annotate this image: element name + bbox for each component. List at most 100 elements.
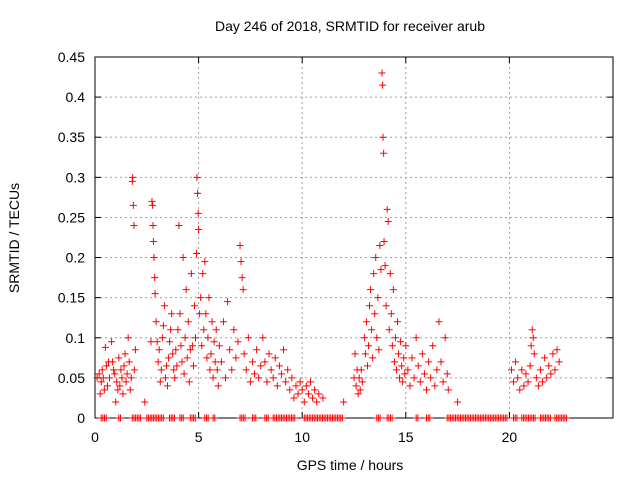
data-point (98, 366, 106, 374)
data-point (164, 382, 172, 390)
data-point (129, 201, 137, 209)
data-point (280, 346, 288, 354)
x-axis-label: GPS time / hours (297, 457, 404, 473)
data-point (237, 258, 245, 266)
data-point (263, 378, 271, 386)
data-point (553, 346, 561, 354)
data-point (518, 366, 526, 374)
data-point (158, 334, 166, 342)
data-point (390, 358, 398, 366)
data-point (512, 358, 520, 366)
data-point (354, 390, 362, 398)
data-point (356, 386, 364, 394)
data-point (269, 374, 277, 382)
data-point (106, 374, 114, 382)
data-point (155, 346, 163, 354)
data-point (124, 334, 132, 342)
data-point (240, 350, 248, 358)
data-point (228, 366, 236, 374)
data-point (437, 358, 445, 366)
data-point (100, 386, 108, 394)
data-point (454, 398, 462, 406)
y-tick-label: 0.3 (66, 169, 86, 185)
data-point (232, 354, 240, 362)
data-point (169, 350, 177, 358)
data-point (208, 318, 216, 326)
data-point (150, 254, 158, 262)
data-point (212, 326, 220, 334)
data-point (547, 370, 555, 378)
data-point (444, 386, 452, 394)
data-point (193, 173, 201, 181)
data-point (172, 346, 180, 354)
data-point (156, 378, 164, 386)
data-point (408, 354, 416, 362)
data-point (103, 382, 111, 390)
data-point (116, 414, 124, 422)
data-point (412, 334, 420, 342)
data-point (236, 242, 244, 250)
data-point (298, 386, 306, 394)
data-point (159, 414, 167, 422)
data-point (167, 326, 175, 334)
data-point (520, 382, 528, 390)
data-point (102, 414, 110, 422)
data-point (377, 266, 385, 274)
data-point (384, 217, 392, 225)
data-point (374, 294, 382, 302)
data-point (154, 358, 162, 366)
data-point (338, 414, 346, 422)
data-point (362, 318, 370, 326)
data-point (375, 346, 383, 354)
data-point (224, 298, 232, 306)
data-point (388, 342, 396, 350)
data-point (541, 354, 549, 362)
data-point (173, 362, 181, 370)
data-point (360, 334, 368, 342)
data-point (149, 221, 157, 229)
y-tick-label: 0.1 (66, 330, 86, 346)
data-point (380, 238, 388, 246)
data-point (522, 370, 530, 378)
x-tick-label: 10 (294, 429, 310, 445)
data-point (244, 334, 252, 342)
data-point (385, 326, 393, 334)
data-point (379, 133, 387, 141)
data-point (123, 370, 131, 378)
data-point (219, 318, 227, 326)
data-point (372, 254, 380, 262)
data-point (191, 414, 199, 422)
data-point (361, 350, 369, 358)
data-point (368, 326, 376, 334)
data-point (507, 366, 515, 374)
data-point (380, 149, 388, 157)
y-tick-label: 0.2 (66, 250, 86, 266)
data-point (313, 398, 321, 406)
data-point (170, 366, 178, 374)
data-point (217, 358, 225, 366)
data-point (383, 205, 391, 213)
y-tick-label: 0.4 (66, 89, 86, 105)
data-point (196, 310, 204, 318)
chart-title: Day 246 of 2018, SRMTID for receiver aru… (215, 18, 485, 34)
data-point (376, 242, 384, 250)
data-point (248, 358, 256, 366)
data-point (309, 394, 317, 402)
data-point (423, 386, 431, 394)
data-point (159, 322, 167, 330)
data-point (116, 382, 124, 390)
data-point (414, 362, 422, 370)
data-point (149, 201, 157, 209)
x-tick-label: 15 (398, 429, 414, 445)
data-point (527, 342, 535, 350)
data-point (302, 382, 310, 390)
data-point (205, 294, 213, 302)
data-point (251, 370, 259, 378)
data-point (367, 286, 375, 294)
data-point (406, 382, 414, 390)
data-point (429, 342, 437, 350)
data-point (382, 302, 390, 310)
grid-lines (95, 57, 613, 418)
data-point (291, 414, 299, 422)
